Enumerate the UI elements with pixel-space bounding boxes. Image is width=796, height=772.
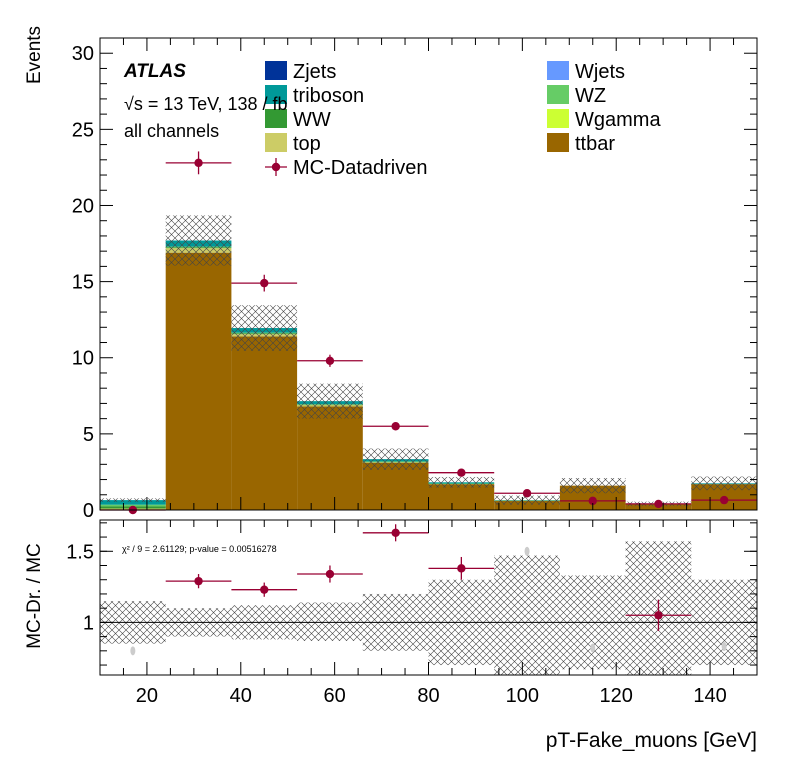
legend-label-wjets: Wjets [575,61,625,83]
legend-swatch-wgamma [547,109,569,128]
mc-uncertainty-band-5 [428,476,495,488]
ratio-band-6 [494,555,560,675]
channel-label: all channels [124,121,219,141]
ytick-label-ratio-1: 1.5 [66,541,94,563]
bar-triboson-0 [100,500,166,505]
offscale-marker-0 [130,646,136,656]
xtick-label-3: 80 [417,685,439,707]
mc-uncertainty-band-7 [559,478,626,494]
mc-uncertainty-band-2 [231,305,298,351]
data-point-2 [260,278,269,288]
data-point-9 [719,495,729,505]
ytick-label-main-0: 0 [83,500,94,522]
ratio-point-3 [391,528,400,537]
data-point-6 [522,489,532,498]
ytick-label-main-2: 10 [72,348,94,370]
legend-swatch-zjets [265,61,287,80]
xtick-label-5: 120 [600,685,633,707]
legend-swatch-triboson [265,85,287,104]
mc-uncertainty-band-1 [165,215,232,266]
data-point-3 [325,356,335,365]
legend-swatch-wz [547,85,569,104]
legend-label-zjets: Zjets [293,61,336,83]
ratio-point-0 [194,576,203,586]
ratio-panel: 1 1.5 20 40 60 80 100 120 140 [66,519,758,707]
atlas-label: ATLAS [123,61,186,82]
ytick-label-ratio-0: 1 [83,612,94,634]
legend-marker-data [271,162,281,172]
chi2-annotation: χ² / 9 = 2.61129; p-value = 0.00516278 [122,544,277,554]
bar-ttbar-2 [231,336,298,510]
mc-uncertainty-band-4 [362,448,429,470]
y-axis-label-main: Events [24,26,45,84]
legend-label-ww: WW [293,109,331,131]
legend-label-ttbar: ttbar [575,133,615,155]
offscale-marker-2 [590,643,596,653]
legend-label-mc-datadriven: MC-Datadriven [293,157,427,179]
legend-swatch-top [265,133,287,152]
ratio-point-1 [260,585,269,594]
data-point-4 [391,422,400,431]
main-histogram-panel: 0 5 10 15 20 25 30 ZjetstribosonWWtopMC-Datadri… [72,37,758,522]
legend-swatch-ww [265,109,287,128]
bar-ttbar-4 [362,462,429,510]
legend-swatch-wjets [547,61,569,80]
xtick-label-0: 20 [136,685,158,707]
data-point-7 [588,496,597,506]
legend-label-wgamma: Wgamma [575,109,661,131]
bar-ttbar-1 [165,252,232,510]
data-point-5 [457,468,466,477]
legend-label-wz: WZ [575,85,606,107]
legend-label-top: top [293,133,321,155]
bar-ttbar-6 [494,500,560,510]
bar-ttbar-3 [297,406,363,510]
ratio-point-2 [325,569,335,579]
legend-swatch-ttbar [547,133,569,152]
mc-uncertainty-band-6 [494,495,560,505]
xtick-label-1: 40 [230,685,252,707]
ratio-point-5 [654,611,663,620]
x-axis-label: pT-Fake_muons [GeV] [546,729,757,752]
xtick-label-4: 100 [506,685,539,707]
xtick-label-2: 60 [324,685,346,707]
ratio-band-3 [297,602,363,641]
bar-ttbar-5 [428,484,495,510]
ytick-label-main-3: 15 [72,272,94,294]
ratio-point-4 [457,564,466,573]
mc-uncertainty-band-9 [691,476,757,491]
offscale-marker-1 [524,546,530,556]
ytick-label-main-4: 20 [72,195,94,217]
data-point-1 [194,158,203,168]
ytick-label-main-5: 25 [72,119,94,141]
data-point-8 [654,499,663,509]
bar-wz-0 [100,504,166,507]
offscale-marker-3 [721,642,727,652]
ytick-label-main-1: 5 [83,424,94,446]
xtick-label-6: 140 [693,685,726,707]
ytick-label-main-6: 30 [72,43,94,65]
y-axis-label-ratio: MC-Dr. / MC [24,543,45,649]
mc-uncertainty-band-3 [297,383,363,419]
legend-label-triboson: triboson [293,85,364,107]
mc-uncertainty-band-0 [100,498,166,502]
energy-label: √s = 13 TeV, 138 / fb [124,94,288,114]
